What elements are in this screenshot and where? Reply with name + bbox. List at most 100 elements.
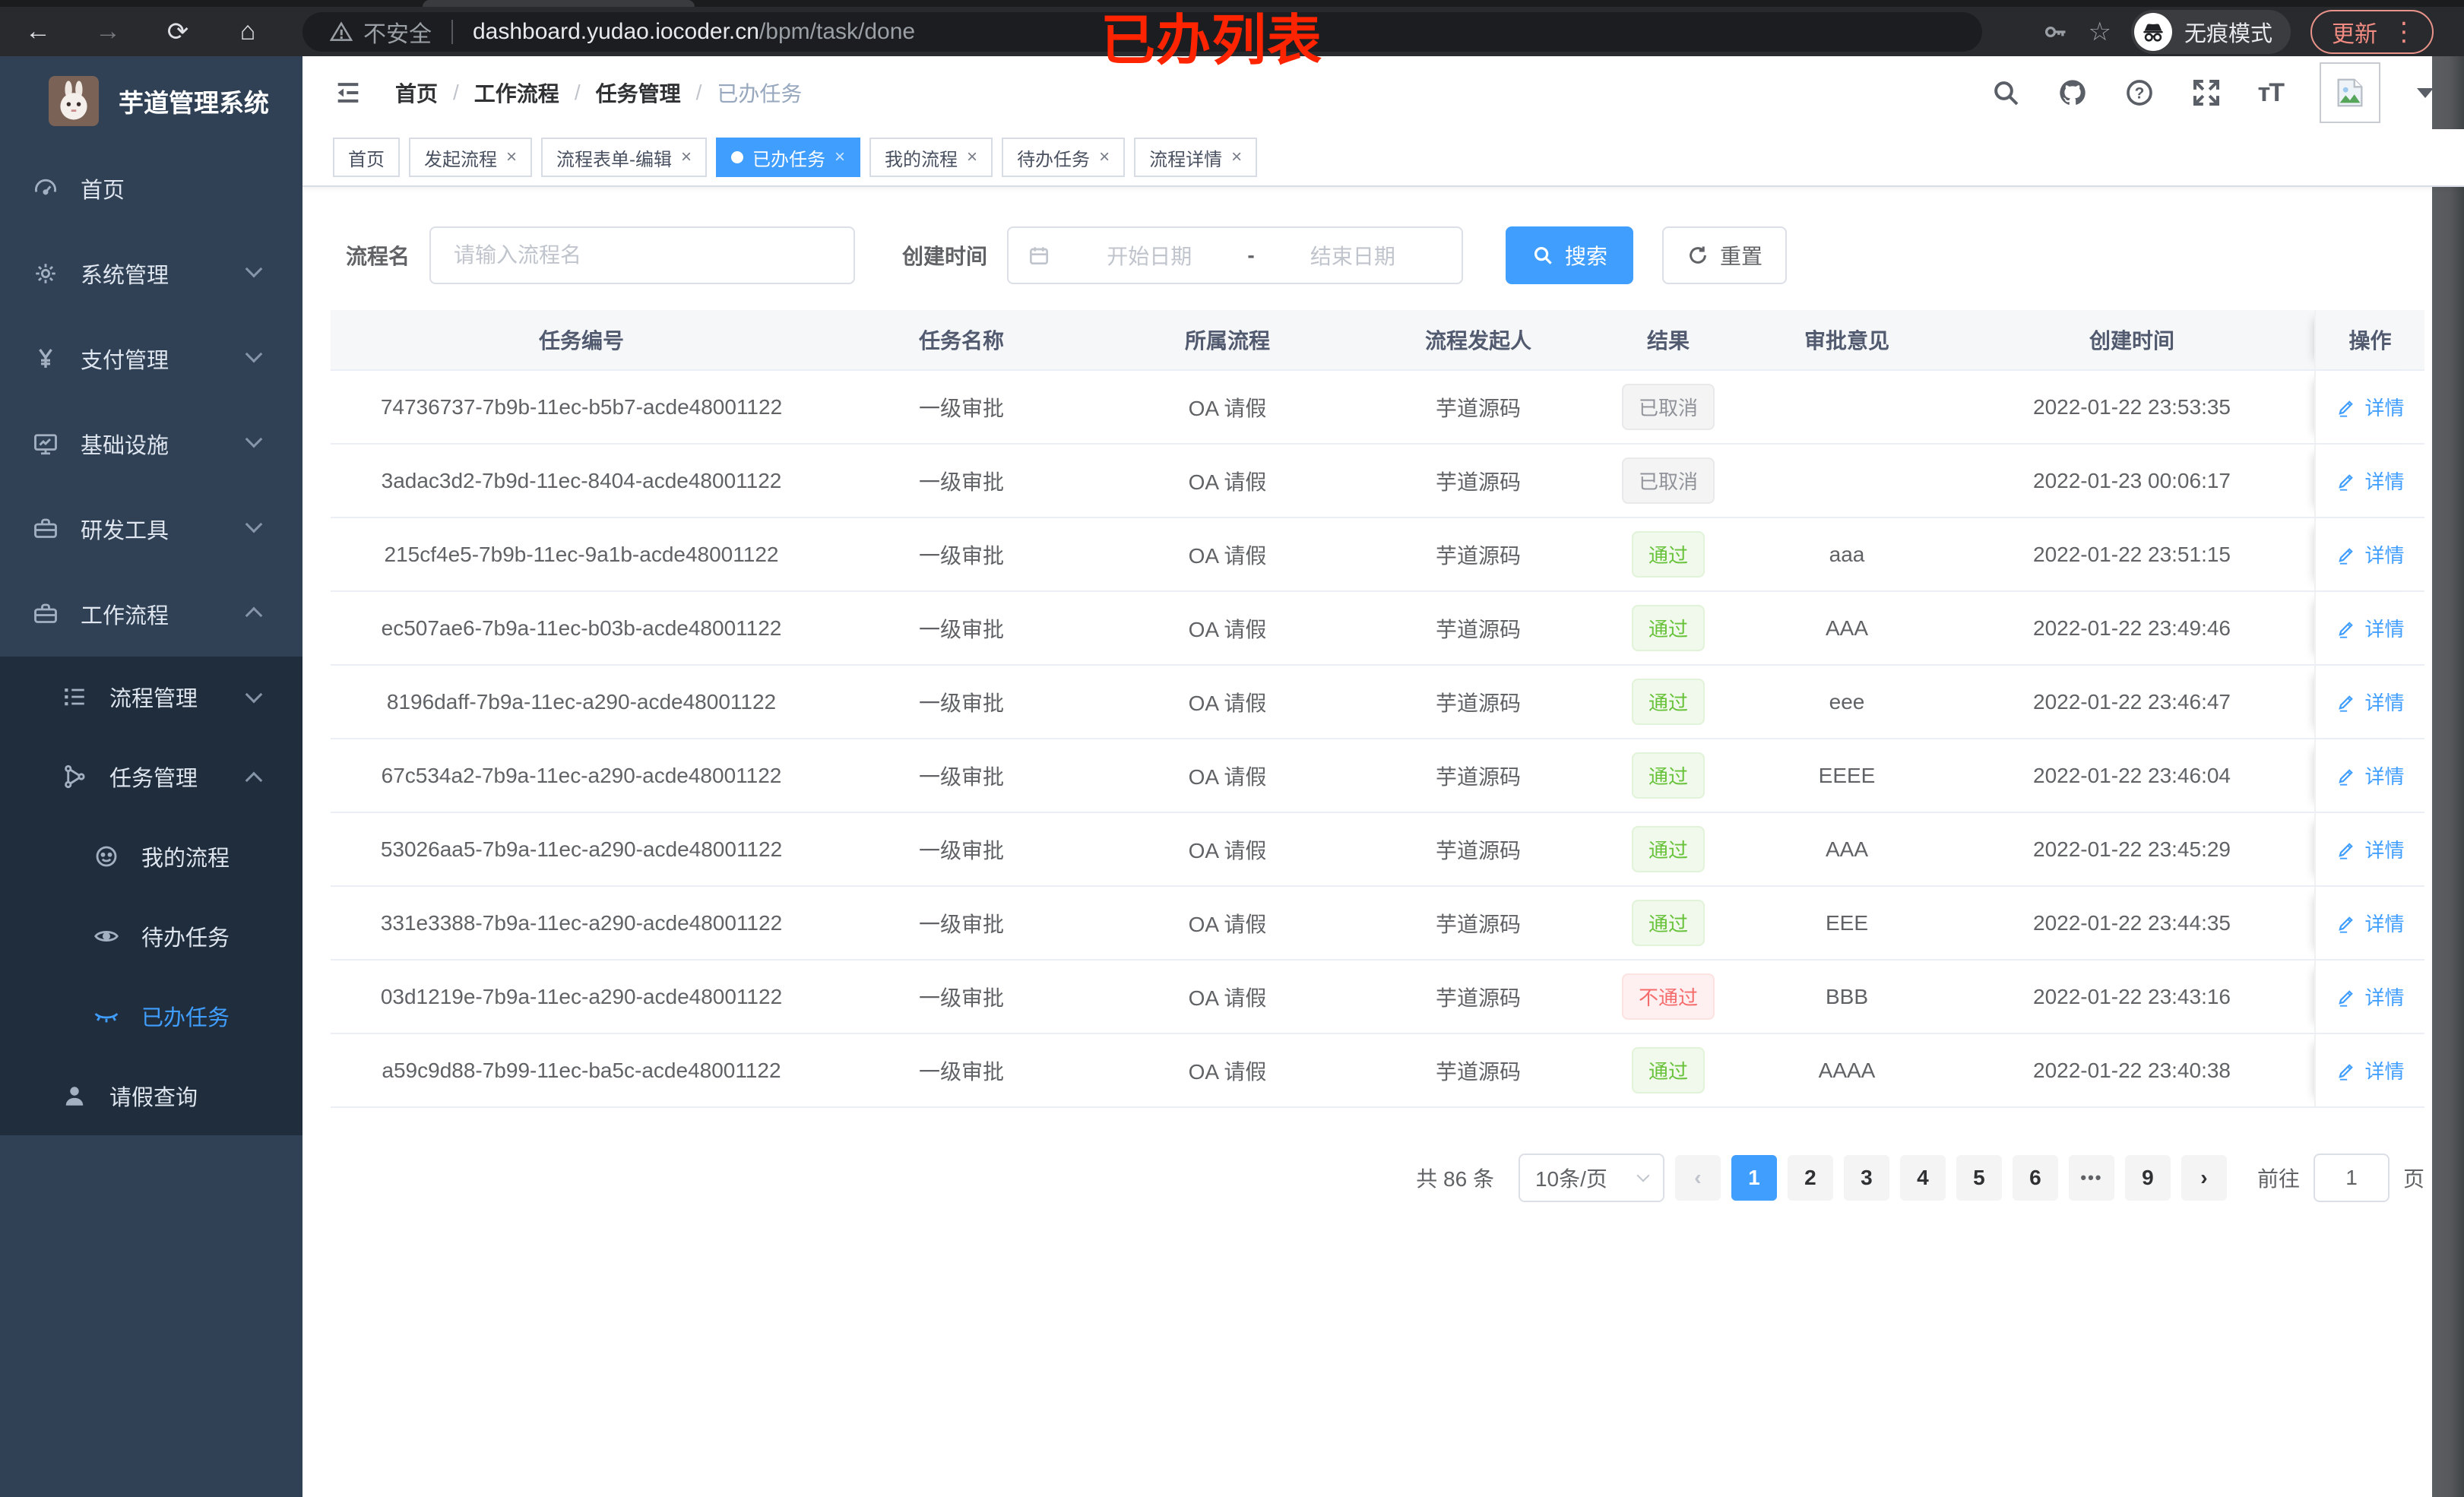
back-icon[interactable]: ← xyxy=(25,17,51,46)
close-icon[interactable]: × xyxy=(506,147,518,167)
task-name-cell: 一级审批 xyxy=(918,691,1004,715)
detail-link[interactable]: 详情 xyxy=(2336,983,2405,1011)
tab-5[interactable]: 待办任务 × xyxy=(1002,138,1126,177)
detail-link[interactable]: 详情 xyxy=(2336,688,2405,716)
detail-link[interactable]: 详情 xyxy=(2336,835,2405,863)
collapse-sidebar-icon[interactable] xyxy=(333,78,363,108)
tab-4[interactable]: 我的流程 × xyxy=(869,138,993,177)
home-icon[interactable]: ⌂ xyxy=(239,17,256,46)
font-size-icon[interactable]: тT xyxy=(2257,78,2285,107)
update-button[interactable]: 更新 ⋮ xyxy=(2310,9,2434,54)
avatar[interactable] xyxy=(2320,62,2380,123)
sidebar-item-4[interactable]: 研发工具 xyxy=(0,486,302,571)
sidebar-item-10[interactable]: 已办任务 xyxy=(0,976,302,1055)
tab-0[interactable]: 首页 xyxy=(333,138,400,177)
avatar-caret-icon[interactable] xyxy=(2417,87,2434,98)
chevron-down-icon xyxy=(245,515,263,533)
sidebar-item-1[interactable]: 系统管理 xyxy=(0,231,302,316)
pagination-page-1[interactable]: 1 xyxy=(1731,1155,1777,1201)
search-button[interactable]: 搜索 xyxy=(1506,226,1634,284)
sidebar-item-3[interactable]: 基础设施 xyxy=(0,401,302,486)
status-badge: 不通过 xyxy=(1621,973,1715,1020)
detail-link[interactable]: 详情 xyxy=(2336,393,2405,421)
bookmark-star-icon[interactable]: ☆ xyxy=(2088,17,2111,46)
close-icon[interactable]: × xyxy=(967,147,978,167)
goto-page-input[interactable] xyxy=(2313,1154,2390,1202)
breadcrumb-item-2[interactable]: 任务管理 xyxy=(595,82,681,106)
reset-button[interactable]: 重置 xyxy=(1662,226,1788,284)
sidebar-item-2[interactable]: 支付管理 xyxy=(0,316,302,401)
detail-link[interactable]: 详情 xyxy=(2336,909,2405,937)
detail-link[interactable]: 详情 xyxy=(2336,540,2405,568)
status-badge: 通过 xyxy=(1631,826,1705,872)
address-bar[interactable]: 不安全 dashboard.yudao.iocoder.cn/bpm/task/… xyxy=(302,11,1982,52)
breadcrumb-item-1[interactable]: 工作流程 xyxy=(473,82,559,106)
help-icon[interactable]: ? xyxy=(2124,78,2155,108)
detail-link[interactable]: 详情 xyxy=(2336,467,2405,495)
table-row: 3adac3d2-7b9d-11ec-8404-acde48001122 一级审批… xyxy=(331,445,2424,518)
sidebar-item-7[interactable]: 任务管理 xyxy=(0,736,302,816)
sidebar-item-9[interactable]: 待办任务 xyxy=(0,896,302,976)
reload-icon[interactable]: ⟳ xyxy=(166,17,189,46)
pagination-page-2[interactable]: 2 xyxy=(1787,1155,1833,1201)
app-title: 芋道管理系统 xyxy=(119,89,269,117)
sidebar-item-8[interactable]: 我的流程 xyxy=(0,816,302,896)
page-scrollbar[interactable] xyxy=(2432,56,2464,1497)
detail-link[interactable]: 详情 xyxy=(2336,761,2405,790)
detail-link[interactable]: 详情 xyxy=(2336,614,2405,642)
tab-1[interactable]: 发起流程 × xyxy=(409,138,533,177)
end-date-placeholder[interactable]: 结束日期 xyxy=(1310,245,1395,268)
start-date-placeholder[interactable]: 开始日期 xyxy=(1107,245,1192,268)
close-icon[interactable]: × xyxy=(681,147,692,167)
github-icon[interactable] xyxy=(2057,78,2088,108)
close-icon[interactable]: × xyxy=(835,147,846,167)
pagination-prev-button[interactable]: ‹ xyxy=(1674,1155,1721,1201)
sidebar-item-0[interactable]: 首页 xyxy=(0,146,302,231)
starter-cell: 芋道源码 xyxy=(1435,764,1521,789)
breadcrumb-separator: / xyxy=(695,81,702,104)
tab-6[interactable]: 流程详情 × xyxy=(1134,138,1258,177)
created-cell: 2022-01-22 23:40:38 xyxy=(2033,1058,2231,1082)
starter-cell: 芋道源码 xyxy=(1435,396,1521,420)
tab-2[interactable]: 流程表单-编辑 × xyxy=(541,138,708,177)
date-range-picker[interactable]: 开始日期 - 结束日期 xyxy=(1007,226,1464,284)
pagination-page-9[interactable]: 9 xyxy=(2124,1155,2171,1201)
fullscreen-icon[interactable] xyxy=(2191,78,2222,108)
pagination-page-3[interactable]: 3 xyxy=(1843,1155,1889,1201)
pagination-page-5[interactable]: 5 xyxy=(1956,1155,2002,1201)
close-icon[interactable]: × xyxy=(1099,147,1110,167)
status-badge: 通过 xyxy=(1631,900,1705,946)
pagination-page-6[interactable]: 6 xyxy=(2012,1155,2058,1201)
breadcrumb-item-0[interactable]: 首页 xyxy=(395,82,439,106)
pagination-next-button[interactable]: › xyxy=(2181,1155,2227,1201)
edit-icon xyxy=(2336,1060,2357,1081)
sidebar-item-5[interactable]: 工作流程 xyxy=(0,571,302,657)
sidebar-item-6[interactable]: 流程管理 xyxy=(0,657,302,736)
forward-icon[interactable]: → xyxy=(95,17,121,46)
search-button-label: 搜索 xyxy=(1565,245,1608,268)
task-id-cell: 331e3388-7b9a-11ec-a290-acde48001122 xyxy=(380,910,783,935)
detail-link-label: 详情 xyxy=(2364,397,2405,419)
browser-menu-icon[interactable]: ⋮ xyxy=(2391,17,2417,46)
column-header-3: 流程发起人 xyxy=(1424,329,1531,353)
process-name-input[interactable] xyxy=(429,226,856,284)
detail-link-label: 详情 xyxy=(2364,765,2405,788)
close-icon[interactable]: × xyxy=(1231,147,1243,167)
page-size-select[interactable]: 10条/页 xyxy=(1518,1154,1664,1202)
search-icon[interactable] xyxy=(1991,78,2021,108)
tab-3[interactable]: 已办任务 × xyxy=(716,138,861,177)
table-row: a59c9d88-7b99-11ec-ba5c-acde48001122 一级审批… xyxy=(331,1034,2424,1108)
browser-active-tab[interactable] xyxy=(423,0,695,7)
pagination-more-button[interactable]: ••• xyxy=(2068,1155,2114,1201)
detail-link[interactable]: 详情 xyxy=(2336,1056,2405,1084)
browser-tab-strip xyxy=(0,0,2464,7)
sidebar-item-11[interactable]: 请假查询 xyxy=(0,1055,302,1135)
app-logo-row[interactable]: 芋道管理系统 xyxy=(0,56,302,146)
security-label: 不安全 xyxy=(363,21,432,47)
incognito-badge: 无痕模式 xyxy=(2130,9,2291,54)
process-cell: OA 请假 xyxy=(1188,691,1267,715)
pagination-page-4[interactable]: 4 xyxy=(1899,1155,1946,1201)
edit-icon xyxy=(2336,544,2357,565)
starter-cell: 芋道源码 xyxy=(1435,470,1521,494)
password-key-icon[interactable] xyxy=(2041,18,2069,46)
